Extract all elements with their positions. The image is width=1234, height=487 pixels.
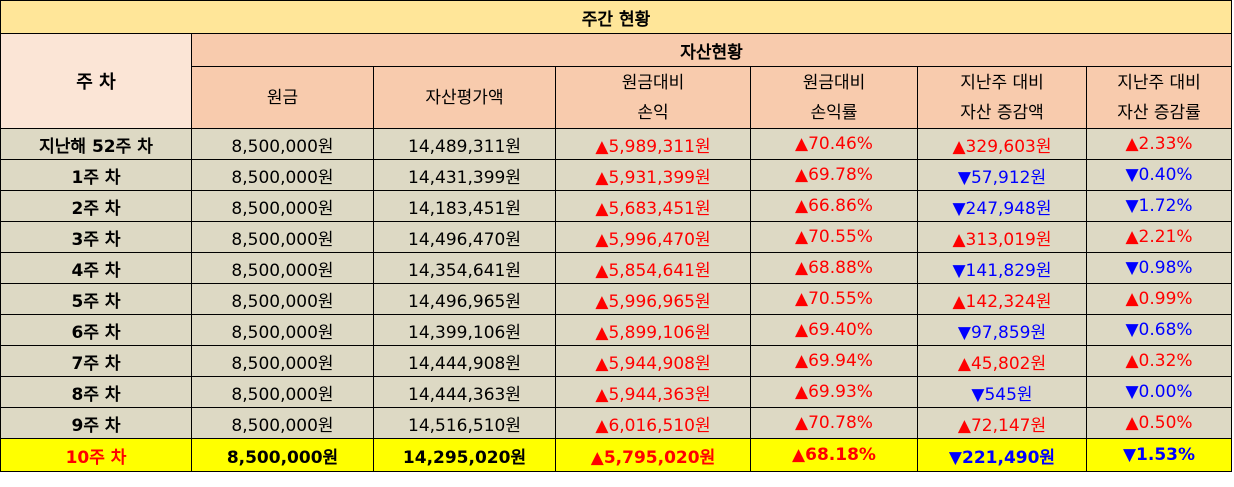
pl-cell: ▲5,989,311원 [555,128,751,160]
week-cell: 7주 차 [0,345,192,377]
valuation-cell: 14,444,908원 [373,345,556,377]
weekly-change-rate-cell: ▲0.50% [1085,407,1233,439]
pl-rate-cell: ▲69.93% [750,376,918,408]
weekly-change-cell: ▼97,859원 [917,314,1087,346]
valuation-cell: 14,496,965원 [373,283,556,315]
weekly-change-rate-cell: ▼1.53% [1085,438,1233,472]
pl-rate-cell: ▲68.18% [750,438,918,472]
weekly-status-table: 주간 현황 주 차 자산현황 원금 자산평가액 원금대비 손익 원금대비 손익률 지… [0,0,1233,472]
week-cell: 지난해 52주 차 [0,128,192,160]
table-row: 5주 차 8,500,000원 14,496,965원 ▲5,996,965원 ▲70.… [0,283,1233,315]
pl-cell: ▲5,899,106원 [555,314,751,346]
table-row: 10주 차 8,500,000원 14,295,020원 ▲5,795,020원 ▲68… [0,438,1233,472]
table-row: 8주 차 8,500,000원 14,444,363원 ▲5,944,363원 ▲69.… [0,376,1233,408]
week-cell: 5주 차 [0,283,192,315]
weekly-change-cell: ▲142,324원 [917,283,1087,315]
table-row: 지난해 52주 차 8,500,000원 14,489,311원 ▲5,989,311… [0,128,1233,160]
pl-rate-cell: ▲70.55% [750,221,918,253]
weekly-change-rate-header: 지난주 대비 자산 증감률 [1085,66,1233,129]
table-row: 4주 차 8,500,000원 14,354,641원 ▲5,854,641원 ▲68.… [0,252,1233,284]
valuation-cell: 14,431,399원 [373,159,556,191]
principal-cell: 8,500,000원 [191,128,374,160]
valuation-cell: 14,354,641원 [373,252,556,284]
weekly-change-cell: ▲45,802원 [917,345,1087,377]
pl-rate-cell: ▲68.88% [750,252,918,284]
valuation-cell: 14,399,106원 [373,314,556,346]
pl-cell: ▲5,931,399원 [555,159,751,191]
table-row: 2주 차 8,500,000원 14,183,451원 ▲5,683,451원 ▲66.… [0,190,1233,222]
week-column-header: 주 차 [0,33,192,129]
week-cell: 6주 차 [0,314,192,346]
pl-header: 원금대비 손익 [555,66,751,129]
week-cell: 9주 차 [0,407,192,439]
valuation-cell: 14,516,510원 [373,407,556,439]
pl-rate-cell: ▲69.78% [750,159,918,191]
valuation-cell: 14,183,451원 [373,190,556,222]
weekly-change-rate-cell: ▼0.98% [1085,252,1233,284]
week-cell: 1주 차 [0,159,192,191]
weekly-change-rate-cell: ▲0.99% [1085,283,1233,315]
valuation-cell: 14,496,470원 [373,221,556,253]
principal-cell: 8,500,000원 [191,159,374,191]
valuation-cell: 14,489,311원 [373,128,556,160]
principal-cell: 8,500,000원 [191,252,374,284]
weekly-change-rate-cell: ▲2.21% [1085,221,1233,253]
principal-cell: 8,500,000원 [191,314,374,346]
weekly-change-cell: ▲72,147원 [917,407,1087,439]
pl-cell: ▲5,996,470원 [555,221,751,253]
pl-rate-cell: ▲69.40% [750,314,918,346]
pl-cell: ▲6,016,510원 [555,407,751,439]
pl-rate-header: 원금대비 손익률 [750,66,918,129]
weekly-change-rate-cell: ▼1.72% [1085,190,1233,222]
table-row: 9주 차 8,500,000원 14,516,510원 ▲6,016,510원 ▲70.… [0,407,1233,439]
pl-cell: ▲5,996,965원 [555,283,751,315]
pl-rate-cell: ▲66.86% [750,190,918,222]
pl-rate-cell: ▲70.55% [750,283,918,315]
principal-cell: 8,500,000원 [191,190,374,222]
weekly-change-cell: ▼221,490원 [917,438,1087,472]
principal-cell: 8,500,000원 [191,221,374,253]
pl-cell: ▲5,944,363원 [555,376,751,408]
week-cell: 4주 차 [0,252,192,284]
principal-cell: 8,500,000원 [191,376,374,408]
pl-cell: ▲5,854,641원 [555,252,751,284]
table-row: 3주 차 8,500,000원 14,496,470원 ▲5,996,470원 ▲70.… [0,221,1233,253]
pl-cell: ▲5,944,908원 [555,345,751,377]
asset-status-group-header: 자산현황 [190,33,1233,67]
table-title: 주간 현황 [0,0,1233,34]
principal-cell: 8,500,000원 [191,283,374,315]
pl-cell: ▲5,683,451원 [555,190,751,222]
pl-rate-cell: ▲70.78% [750,407,918,439]
principal-cell: 8,500,000원 [191,345,374,377]
week-cell: 8주 차 [0,376,192,408]
weekly-change-cell: ▼247,948원 [917,190,1087,222]
weekly-change-cell: ▼545원 [917,376,1087,408]
weekly-change-cell: ▲329,603원 [917,128,1087,160]
table-body: 지난해 52주 차 8,500,000원 14,489,311원 ▲5,989,311… [0,128,1233,472]
weekly-change-cell: ▼57,912원 [917,159,1087,191]
table-row: 6주 차 8,500,000원 14,399,106원 ▲5,899,106원 ▲69.… [0,314,1233,346]
principal-header: 원금 [191,66,374,129]
table-row: 7주 차 8,500,000원 14,444,908원 ▲5,944,908원 ▲69.… [0,345,1233,377]
weekly-change-rate-cell: ▼0.40% [1085,159,1233,191]
pl-rate-cell: ▲69.94% [750,345,918,377]
weekly-change-cell: ▼141,829원 [917,252,1087,284]
pl-cell: ▲5,795,020원 [555,438,751,472]
week-cell: 3주 차 [0,221,192,253]
weekly-change-cell: ▲313,019원 [917,221,1087,253]
valuation-cell: 14,295,020원 [373,438,556,472]
table-row: 1주 차 8,500,000원 14,431,399원 ▲5,931,399원 ▲69.… [0,159,1233,191]
pl-rate-cell: ▲70.46% [750,128,918,160]
weekly-change-rate-cell: ▼0.68% [1085,314,1233,346]
weekly-change-rate-cell: ▲2.33% [1085,128,1233,160]
week-cell: 10주 차 [0,438,192,472]
valuation-header: 자산평가액 [373,66,556,129]
weekly-change-rate-cell: ▼0.00% [1085,376,1233,408]
principal-cell: 8,500,000원 [191,407,374,439]
principal-cell: 8,500,000원 [191,438,374,472]
weekly-change-rate-cell: ▲0.32% [1085,345,1233,377]
valuation-cell: 14,444,363원 [373,376,556,408]
weekly-change-header: 지난주 대비 자산 증감액 [917,66,1087,129]
week-cell: 2주 차 [0,190,192,222]
